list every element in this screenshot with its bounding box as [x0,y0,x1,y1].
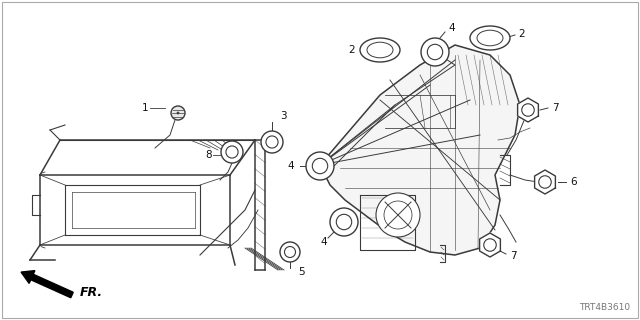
Text: 4: 4 [448,23,454,33]
Polygon shape [479,233,500,257]
Circle shape [330,208,358,236]
Circle shape [261,131,283,153]
Circle shape [421,38,449,66]
Text: TRT4B3610: TRT4B3610 [579,303,630,312]
Text: 8: 8 [205,150,212,160]
Text: 7: 7 [510,251,516,261]
Circle shape [177,112,179,114]
Circle shape [280,242,300,262]
Circle shape [376,193,420,237]
FancyArrow shape [21,271,73,298]
Circle shape [306,152,334,180]
Polygon shape [320,45,520,255]
Polygon shape [518,98,538,122]
Text: 6: 6 [570,177,577,187]
Text: 5: 5 [298,267,305,277]
Polygon shape [534,170,556,194]
Text: 4: 4 [287,161,294,171]
Text: 3: 3 [280,111,287,121]
Ellipse shape [470,26,510,50]
Text: 1: 1 [141,103,148,113]
Text: 7: 7 [552,103,559,113]
Text: 2: 2 [518,29,525,39]
Text: FR.: FR. [80,286,103,300]
Text: 4: 4 [320,237,326,247]
Text: 2: 2 [348,45,355,55]
Circle shape [221,141,243,163]
Circle shape [171,106,185,120]
Ellipse shape [360,38,400,62]
